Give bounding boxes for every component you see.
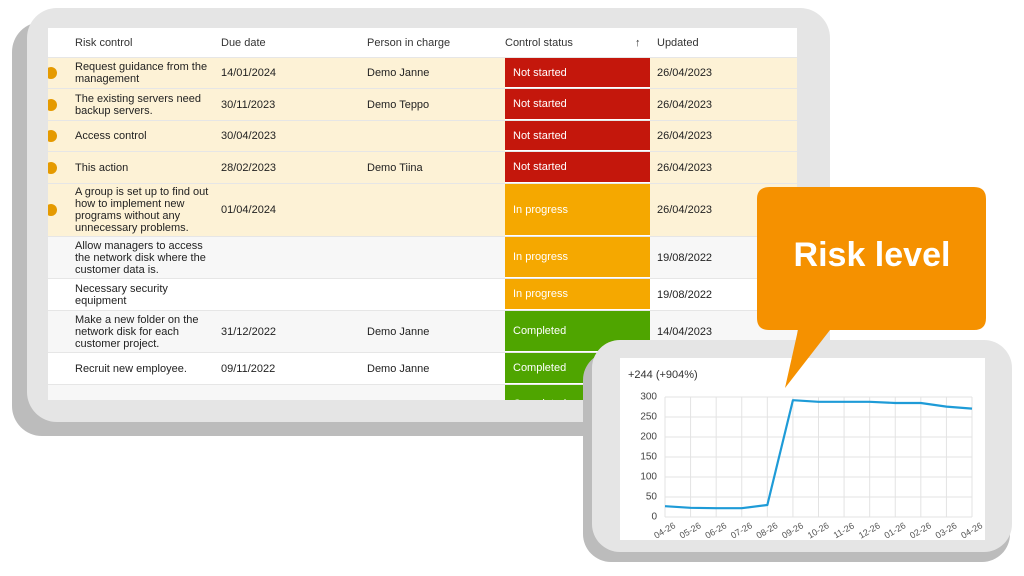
risk-cell: Make a new folder on the network disk fo… — [75, 313, 199, 350]
flag-icon — [48, 161, 57, 174]
table-row: Access control 30/04/2023 Not started 26/04… — [48, 121, 797, 152]
table-row: Necessary security equipment In progress 1… — [48, 279, 797, 311]
flag-icon — [48, 204, 57, 216]
table-row: Make a new folder on the network disk fo… — [48, 311, 797, 353]
risk-cell: This action — [75, 161, 129, 174]
due-cell: 09/11/2022 — [221, 362, 276, 375]
status-cell: Not started — [505, 89, 650, 120]
y-tick-label: 50 — [646, 492, 658, 503]
status-cell: Not started — [505, 152, 650, 183]
updated-cell: 14/04/2023 — [657, 325, 713, 338]
risk-table: Risk control Due date Person in charge Cont… — [48, 28, 797, 400]
due-cell: 31/12/2022 — [221, 325, 277, 338]
chart-area — [620, 358, 985, 540]
status-cell: In progress — [505, 279, 650, 310]
status-cell: Completed — [505, 311, 650, 352]
person-cell: Demo Janne — [367, 325, 430, 338]
line — [664, 399, 973, 510]
y-tick-label: 250 — [640, 412, 657, 423]
risk-cell: Recruit new employee. — [75, 362, 187, 375]
due-cell: 14/01/2024 — [221, 67, 277, 79]
risk-cell: Allow managers to access the network dis… — [75, 239, 206, 276]
callout-text: Risk level — [794, 236, 951, 274]
header-cell: Person in charge — [367, 36, 451, 49]
table-row: A group is set up to find out how to imp… — [48, 184, 797, 237]
risk-cell: Request guidance from the management — [75, 61, 208, 85]
due-cell: 30/04/2023 — [221, 130, 277, 142]
y-tick-label: 200 — [640, 432, 657, 443]
status-cell: Not started — [505, 58, 650, 88]
header-cell: Due date — [221, 36, 266, 49]
table-row: Allow managers to access the network dis… — [48, 237, 797, 279]
status-cell: In progress — [505, 184, 650, 236]
updated-cell: 19/08/2022 — [657, 251, 713, 264]
updated-cell: 26/04/2023 — [657, 130, 713, 142]
table-row: The existing servers need backup servers… — [48, 89, 797, 121]
updated-cell: 26/04/2023 — [657, 67, 713, 79]
updated-cell: 26/04/2023 — [657, 98, 713, 111]
risk-cell: Ask the management for — [75, 385, 215, 401]
status-cell: Not started — [505, 121, 650, 151]
flag-icon — [48, 98, 57, 111]
updated-cell: 26/04/2023 — [657, 204, 713, 216]
updated-cell: 26/04/2023 — [657, 161, 713, 174]
header-row: Risk control Due date Person in charge Cont… — [48, 28, 797, 58]
risk-cell: The existing servers need backup servers… — [75, 92, 201, 117]
sort-indicator: ↑ — [635, 36, 641, 49]
y-tick-label: 100 — [640, 472, 657, 483]
header-cell: Control status — [505, 36, 573, 49]
table-row: This action 28/02/2023 Demo Tiina Not start… — [48, 152, 797, 184]
person-cell: Demo Janne — [367, 67, 430, 79]
flag-icon — [48, 130, 57, 142]
flag-icon — [48, 67, 57, 79]
person-cell: Demo Teppo — [367, 98, 430, 111]
due-cell: 30/11/2023 — [221, 98, 276, 111]
table-row: Request guidance from the management 14/0… — [48, 58, 797, 89]
person-cell: Demo Tiina — [367, 161, 423, 174]
risk-cell: Access control — [75, 130, 147, 142]
updated-cell: 19/08/2022 — [657, 288, 713, 301]
due-cell: 28/02/2023 — [221, 161, 277, 174]
status-cell: In progress — [505, 237, 650, 278]
person-cell: Demo Janne — [367, 362, 430, 375]
callout-bubble — [757, 187, 986, 388]
chart-annotation: +244 (+904%) — [628, 369, 698, 381]
y-tick-label: 150 — [640, 452, 657, 463]
header-cell: Risk control — [75, 36, 133, 49]
due-cell: 01/04/2024 — [221, 204, 277, 216]
header-cell: Updated — [657, 36, 699, 49]
y-tick-label: 300 — [640, 392, 657, 403]
risk-cell: Necessary security equipment — [75, 282, 168, 307]
risk-cell: A group is set up to find out how to imp… — [75, 186, 209, 234]
y-tick-label: 0 — [651, 512, 657, 523]
